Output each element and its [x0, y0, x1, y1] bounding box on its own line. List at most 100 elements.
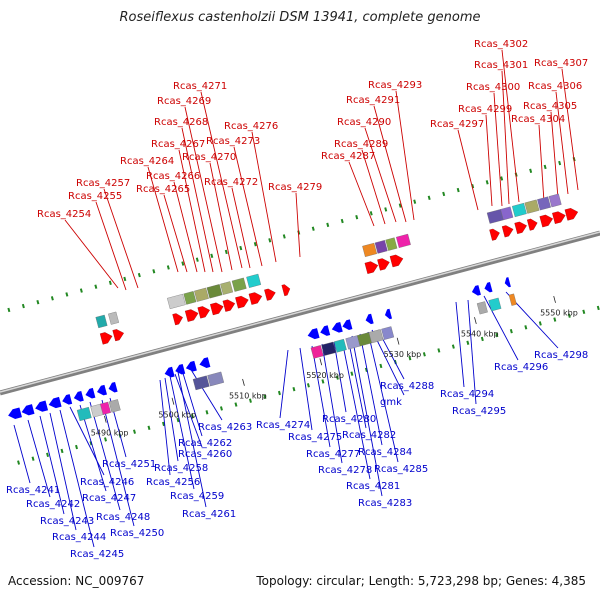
reverse-gene-label[interactable]: Rcas_4258 [154, 463, 208, 474]
forward-gene-label[interactable]: Rcas_4301 [474, 60, 528, 71]
forward-gene-label[interactable]: Rcas_4305 [523, 101, 577, 112]
forward-gene-label[interactable]: Rcas_4279 [268, 182, 322, 193]
reverse-gene-label[interactable]: Rcas_4242 [26, 499, 80, 510]
reverse-gene-arrow [471, 285, 481, 296]
forward-gene-label[interactable]: Rcas_4302 [474, 39, 528, 50]
forward-gene-arrow [514, 221, 527, 234]
reverse-gene-label[interactable]: Rcas_4295 [452, 406, 506, 417]
forward-label-leader [538, 124, 545, 203]
forward-gene-category [167, 293, 186, 310]
reverse-label-leader [367, 331, 399, 463]
reverse-gene-label[interactable]: Rcas_4294 [440, 389, 494, 400]
forward-gene-label[interactable]: Rcas_4299 [458, 104, 512, 115]
reverse-gene-label[interactable]: Rcas_4247 [82, 493, 136, 504]
reverse-gene-arrow [8, 407, 22, 419]
reverse-gene-label[interactable]: Rcas_4256 [146, 477, 200, 488]
reverse-gene-label[interactable]: Rcas_4244 [52, 532, 106, 543]
forward-gene-label[interactable]: Rcas_4271 [173, 81, 227, 92]
reverse-gene-labels: Rcas_4241 Rcas_4242 Rcas_4243 Rcas_4244 Rcas… [6, 350, 588, 560]
reverse-gene-label[interactable]: Rcas_4296 [494, 362, 548, 373]
reverse-gene-label[interactable]: Rcas_4275 [288, 432, 342, 443]
forward-gene-label[interactable]: Rcas_4264 [120, 156, 174, 167]
reverse-gene-label[interactable]: Rcas_4278 [318, 465, 372, 476]
forward-gene-label[interactable]: Rcas_4289 [334, 139, 388, 150]
guide-dot [31, 456, 35, 461]
reverse-gene-label[interactable]: Rcas_4243 [40, 516, 94, 527]
track-decor [0, 156, 600, 465]
guide-dot [567, 313, 571, 318]
forward-gene-label[interactable]: Rcas_4276 [224, 121, 278, 132]
reverse-gene-label[interactable]: Rcas_4298 [534, 350, 588, 361]
reverse-gene-arrow [307, 328, 320, 340]
reverse-label-leader [279, 349, 289, 419]
reverse-gene-label[interactable]: Rcas_4251 [102, 459, 156, 470]
forward-gene-category [183, 291, 197, 305]
forward-gene-label[interactable]: Rcas_4254 [37, 209, 91, 220]
forward-gene-label[interactable]: Rcas_4267 [151, 139, 205, 150]
reverse-gene-label[interactable]: Rcas_4285 [374, 464, 428, 475]
guide-dot [456, 187, 460, 193]
reverse-gene-label[interactable]: Rcas_4261 [182, 509, 236, 520]
reverse-gene-label[interactable]: Rcas_4241 [6, 485, 60, 496]
forward-label-leader [550, 111, 559, 199]
reverse-gene-label[interactable]: Rcas_4263 [198, 422, 252, 433]
guide-dot [60, 448, 64, 454]
forward-gene-category [500, 206, 514, 221]
reverse-gene-arrow [484, 282, 493, 293]
reverse-gene-label[interactable]: Rcas_4282 [342, 430, 396, 441]
forward-gene-label[interactable]: Rcas_4304 [511, 114, 565, 125]
reverse-gene-label[interactable]: Rcas_4248 [96, 512, 150, 523]
reverse-gene-label[interactable]: Rcas_4281 [346, 481, 400, 492]
reverse-gene-category [76, 406, 92, 422]
forward-gene-category [206, 284, 223, 299]
forward-gene-label[interactable]: Rcas_4297 [430, 119, 484, 130]
reverse-gene-arrow [504, 277, 511, 288]
forward-gene-label[interactable]: Rcas_4290 [337, 117, 391, 128]
accession-text: Accession: NC_009767 [8, 574, 145, 588]
reverse-gene-label[interactable]: Rcas_4246 [80, 477, 134, 488]
label-leaders [13, 49, 579, 548]
reverse-gene-category [476, 301, 488, 315]
forward-gene-label[interactable]: Rcas_4265 [136, 184, 190, 195]
forward-gene-arrow [489, 228, 500, 241]
forward-gene-label[interactable]: Rcas_4270 [182, 152, 236, 163]
reverse-gene-label[interactable]: Rcas_4259 [170, 491, 224, 502]
forward-gene-label[interactable]: Rcas_4255 [68, 191, 122, 202]
forward-gene-label[interactable]: Rcas_4287 [321, 151, 375, 162]
forward-label-leader [181, 127, 214, 273]
reverse-gene-category [321, 341, 337, 356]
guide-dot [104, 437, 107, 442]
reverse-gene-label[interactable]: Rcas_4277 [306, 449, 360, 460]
forward-label-leader [163, 194, 188, 273]
forward-gene-label[interactable]: Rcas_4268 [154, 117, 208, 128]
guide-dot [224, 249, 228, 255]
reverse-gene-label[interactable]: Rcas_4250 [110, 528, 164, 539]
forward-gene-arrow [364, 261, 379, 274]
forward-gene-label[interactable]: Rcas_4293 [368, 80, 422, 91]
guide-dot [7, 307, 11, 313]
forward-gene-label[interactable]: Rcas_4269 [157, 96, 211, 107]
reverse-gene-label[interactable]: Rcas_4288 [380, 381, 434, 392]
reverse-gene-label[interactable]: Rcas_4280 [322, 414, 376, 425]
forward-gene-label[interactable]: Rcas_4291 [346, 95, 400, 106]
guide-dot [442, 191, 446, 197]
reverse-gene-label[interactable]: Rcas_4262 [178, 438, 232, 449]
forward-gene-label[interactable]: Rcas_4300 [466, 82, 520, 93]
forward-gene-label[interactable]: Rcas_4257 [76, 178, 130, 189]
reverse-gene-label[interactable]: Rcas_4284 [358, 447, 412, 458]
reverse-gene-label[interactable]: Rcas_4245 [70, 549, 124, 560]
reverse-label-leader [101, 399, 135, 527]
forward-gene-label[interactable]: Rcas_4272 [204, 177, 258, 188]
forward-gene-label[interactable]: Rcas_4307 [534, 58, 588, 69]
reverse-gene-label[interactable]: gmk [380, 397, 402, 408]
forward-gene-label[interactable]: Rcas_4273 [206, 136, 260, 147]
reverse-label-leader [333, 341, 347, 413]
forward-label-leader [103, 188, 139, 289]
reverse-gene-label[interactable]: Rcas_4260 [178, 449, 232, 460]
guide-dot [195, 257, 199, 262]
forward-gene-label[interactable]: Rcas_4266 [146, 171, 200, 182]
reverse-gene-label[interactable]: Rcas_4274 [256, 420, 310, 431]
forward-gene-label[interactable]: Rcas_4306 [528, 81, 582, 92]
reverse-gene-label[interactable]: Rcas_4283 [358, 498, 412, 509]
